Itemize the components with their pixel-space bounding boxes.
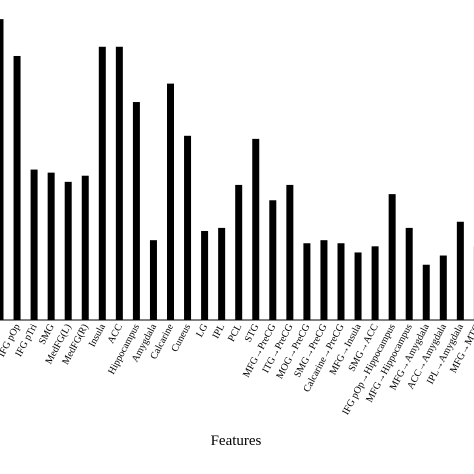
x-tick-label-7: Insula <box>87 322 108 349</box>
bar-9 <box>132 102 140 320</box>
bar-26 <box>422 264 430 320</box>
bar-12 <box>184 135 192 320</box>
bar-25 <box>405 227 413 320</box>
bar-27 <box>439 255 447 320</box>
x-tick-label-15: PCL <box>226 322 244 343</box>
bar-6 <box>81 175 89 320</box>
bar-16 <box>252 138 260 320</box>
bar-19 <box>303 243 311 320</box>
bar-18 <box>286 184 294 320</box>
bars-group <box>0 19 474 321</box>
bar-10 <box>149 240 157 320</box>
bar-14 <box>218 227 226 320</box>
bar-28 <box>456 221 464 320</box>
bar-24 <box>388 194 396 320</box>
bar-3 <box>30 169 38 320</box>
bar-22 <box>354 252 362 320</box>
bar-7 <box>98 46 106 321</box>
bar-20 <box>320 240 328 320</box>
bar-15 <box>235 184 243 320</box>
bar-1 <box>0 19 4 320</box>
bar-4 <box>47 172 55 320</box>
bar-17 <box>269 200 277 320</box>
bar-13 <box>201 230 209 320</box>
x-axis-title: Features <box>211 433 262 449</box>
x-tick-label-13: LG <box>194 322 210 339</box>
x-tick-label-14: IPL <box>211 322 228 340</box>
bar-2 <box>13 55 21 320</box>
bar-8 <box>115 46 123 321</box>
bar-23 <box>371 246 379 320</box>
bar-11 <box>167 83 174 320</box>
bar-21 <box>337 243 345 320</box>
bar-5 <box>64 181 72 320</box>
